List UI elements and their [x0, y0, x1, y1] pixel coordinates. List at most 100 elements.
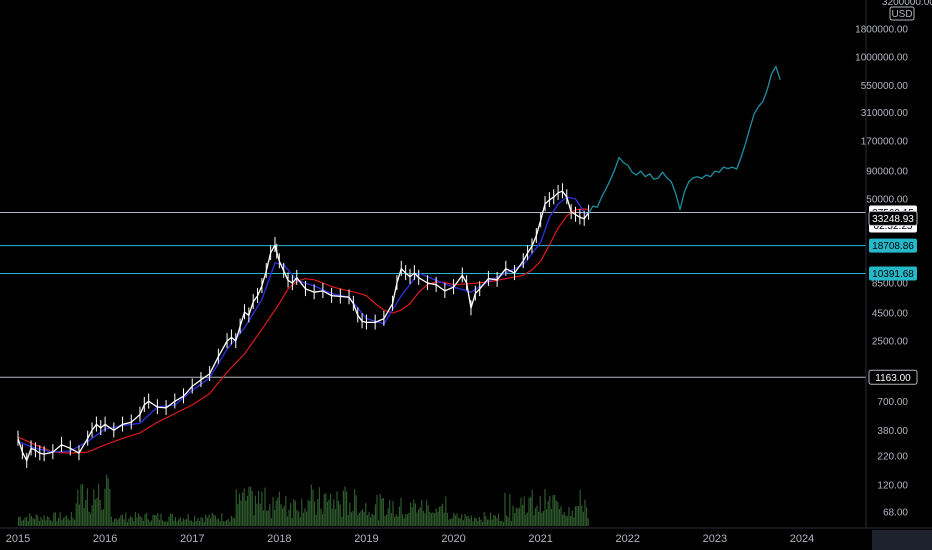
volume-bar — [70, 512, 72, 526]
volume-bar — [42, 519, 44, 526]
price-axis-tick: 90000.00 — [866, 167, 908, 178]
volume-bar — [506, 515, 508, 526]
volume-bar — [402, 514, 404, 526]
volume-bar — [392, 501, 394, 526]
volume-bar — [75, 503, 77, 526]
volume-bar — [56, 520, 58, 526]
volume-bar — [189, 520, 191, 526]
volume-bar — [395, 514, 397, 526]
volume-bar — [355, 495, 357, 526]
volume-bar — [229, 521, 231, 526]
volume-bar — [531, 490, 533, 526]
projection-line[interactable] — [588, 65, 781, 214]
volume-bar — [472, 521, 474, 526]
volume-bar — [317, 498, 319, 526]
volume-bar — [371, 513, 373, 526]
volume-bar — [110, 516, 112, 526]
volume-bar — [83, 507, 85, 526]
volume-bar — [352, 510, 354, 526]
volume-bar — [200, 517, 202, 526]
volume-bar — [502, 521, 504, 526]
currency-badge[interactable]: USD — [889, 6, 915, 21]
volume-bar — [163, 521, 165, 526]
volume-bar — [411, 507, 413, 526]
volume-bar — [587, 518, 589, 526]
price-axis[interactable]: 1800000.00 1000000.00 550000.00 310000.00 17… — [855, 0, 908, 528]
price-label-box — [868, 210, 918, 226]
volume-bar — [568, 507, 570, 526]
volume-bar — [482, 522, 484, 526]
series-lines[interactable] — [17, 65, 781, 468]
volume-bar — [131, 517, 133, 526]
volume-bar — [334, 509, 336, 526]
volume-bar — [69, 520, 71, 526]
volume-bar — [498, 513, 500, 526]
volume-bar — [363, 512, 365, 526]
volume-bar — [376, 494, 378, 526]
volume-bar — [307, 499, 309, 526]
volume-bar — [358, 512, 360, 526]
volume-bar — [493, 514, 495, 526]
volume-bar — [451, 518, 453, 526]
price-line[interactable] — [17, 190, 590, 462]
volume-bar — [488, 519, 490, 526]
volume-bar — [304, 508, 306, 526]
volume-bar — [240, 500, 242, 526]
time-axis[interactable]: 2015 2016 2017 2018 2019 2020 2021 2022 2023 2024 — [0, 527, 932, 545]
volume-bar — [430, 513, 432, 526]
volume-bar — [422, 511, 424, 526]
volume-bar — [414, 503, 416, 526]
volume-bar — [22, 519, 24, 526]
volume-bar — [114, 518, 116, 526]
volume-bar — [24, 517, 26, 526]
volume-bar — [438, 506, 440, 526]
volume-bar — [374, 504, 376, 526]
price-axis-tick: 50000.00 — [866, 195, 908, 206]
volume-bar — [454, 515, 456, 526]
volume-bar — [387, 508, 389, 526]
volume-bar — [109, 488, 111, 526]
volume-bar — [168, 516, 170, 526]
volume-bar — [208, 514, 210, 526]
volume-bar — [552, 495, 554, 526]
volume-bar — [547, 501, 549, 526]
volume-bar — [517, 508, 519, 526]
volume-bar — [88, 511, 90, 526]
volume-bar — [490, 512, 492, 526]
volume-bar — [67, 519, 69, 526]
volume-bar — [181, 521, 183, 526]
volume-bar — [360, 511, 362, 526]
volume-bar — [406, 514, 408, 526]
price-labels: 37560.1502:52:2533248.9318708.8610391.68… — [868, 205, 918, 385]
volume-bar — [267, 510, 269, 526]
volume-bar — [50, 520, 52, 526]
volume-bar — [328, 499, 330, 526]
horizontal-levels[interactable] — [0, 212, 866, 378]
volume-bar — [514, 512, 516, 526]
volume-bar — [390, 513, 392, 526]
volume-bar — [318, 487, 320, 526]
volume-bar — [293, 499, 295, 526]
volume-bar — [221, 513, 223, 526]
volume-bar — [530, 496, 532, 526]
volume-bar — [219, 521, 221, 526]
moving-average-long-line[interactable] — [17, 208, 589, 454]
volume-bar — [170, 513, 172, 526]
volume-bar — [544, 489, 546, 526]
time-axis-tick: 2016 — [93, 533, 117, 545]
axis-corner[interactable] — [872, 530, 932, 550]
price-axis-tick: 380.00 — [877, 426, 908, 437]
volume-bar — [533, 515, 535, 526]
volume-bar — [523, 496, 525, 526]
volume-bar — [418, 509, 420, 526]
volume-bar — [398, 506, 400, 526]
volume-bar — [301, 498, 303, 526]
volume-bar — [107, 478, 109, 526]
volume-bar — [275, 500, 277, 526]
volume-bar — [251, 490, 253, 526]
volume-bar — [152, 514, 154, 526]
volume-bar — [64, 516, 66, 526]
volume-bar — [18, 517, 20, 526]
